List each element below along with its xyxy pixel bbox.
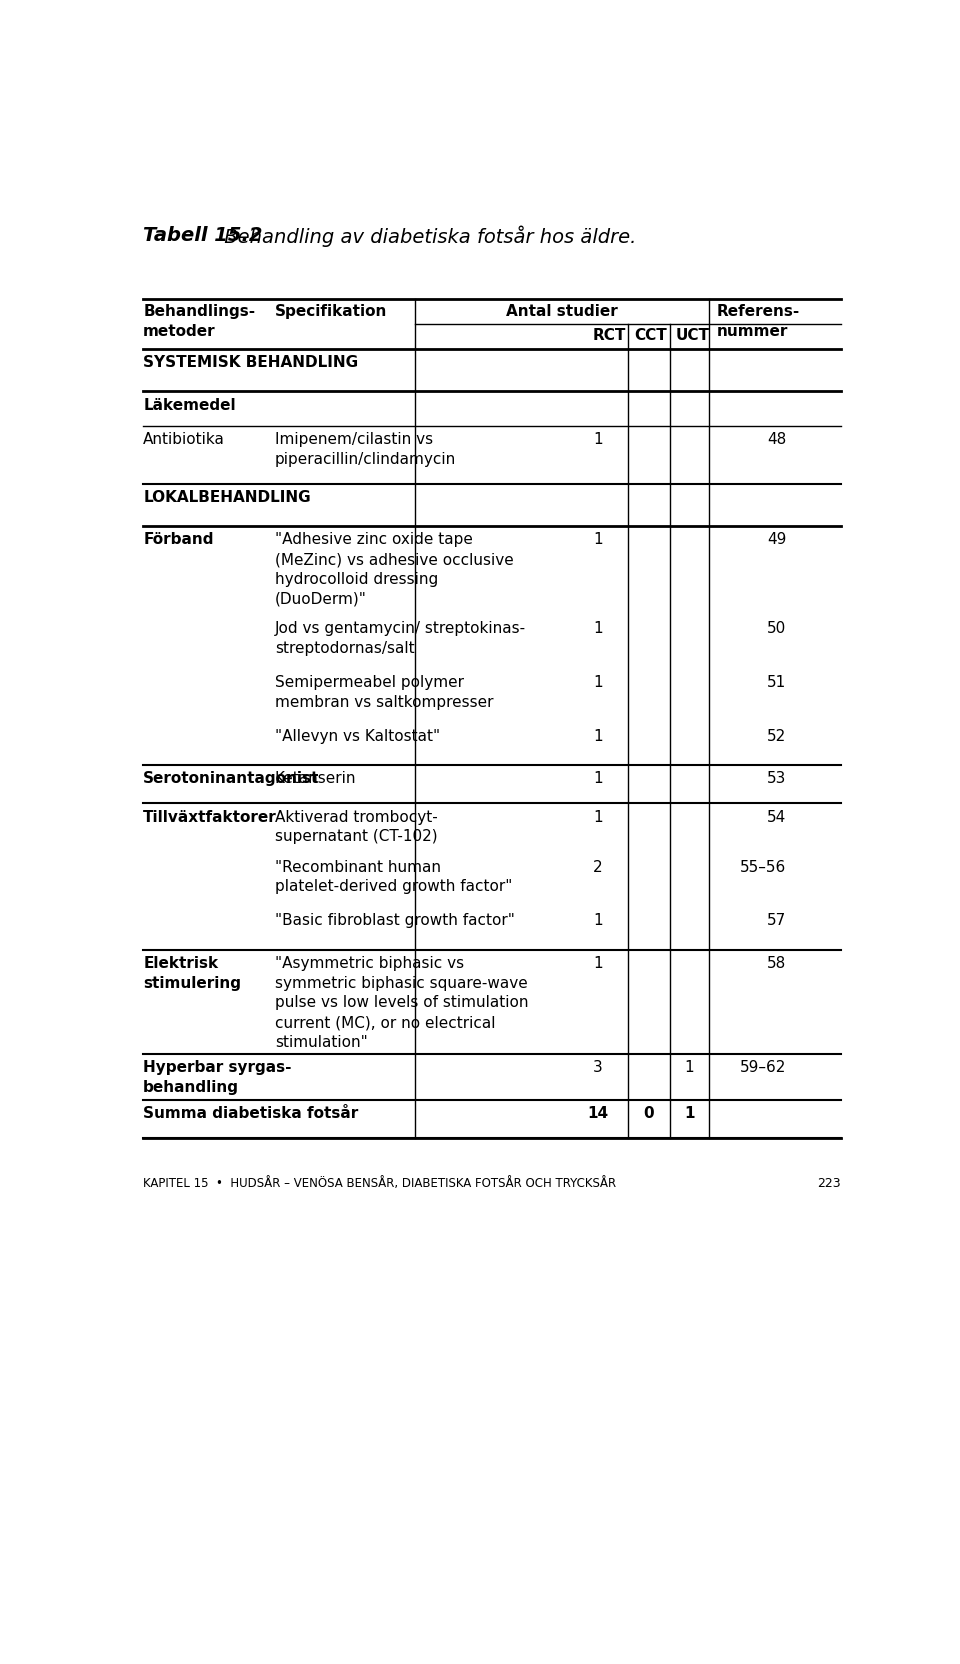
Text: Serotoninantagonist: Serotoninantagonist xyxy=(143,770,320,785)
Text: Förband: Förband xyxy=(143,532,214,547)
Text: 58: 58 xyxy=(767,955,786,970)
Text: 1: 1 xyxy=(593,433,603,448)
Text: 59–62: 59–62 xyxy=(740,1060,786,1075)
Text: 1: 1 xyxy=(593,676,603,691)
Text: 1: 1 xyxy=(593,621,603,636)
Text: 1: 1 xyxy=(593,532,603,547)
Text: Imipenem/cilastin vs
piperacillin/clindamycin: Imipenem/cilastin vs piperacillin/clinda… xyxy=(275,433,456,468)
Text: 0: 0 xyxy=(643,1107,654,1122)
Text: Specifikation: Specifikation xyxy=(275,305,388,319)
Text: 50: 50 xyxy=(767,621,786,636)
Text: Tabell 15.2: Tabell 15.2 xyxy=(143,226,263,245)
Text: Ketanserin: Ketanserin xyxy=(275,770,356,785)
Text: Tillväxtfaktorer: Tillväxtfaktorer xyxy=(143,809,277,825)
Text: 1: 1 xyxy=(593,914,603,929)
Text: RCT: RCT xyxy=(592,328,626,343)
Text: 55–56: 55–56 xyxy=(740,860,786,875)
Text: Antibiotika: Antibiotika xyxy=(143,433,226,448)
Text: Behandling av diabetiska fotsår hos äldre.: Behandling av diabetiska fotsår hos äldr… xyxy=(218,226,636,248)
Text: Summa diabetiska fotsår: Summa diabetiska fotsår xyxy=(143,1107,358,1122)
Text: Aktiverad trombocyt-
supernatant (CT-102): Aktiverad trombocyt- supernatant (CT-102… xyxy=(275,809,438,844)
Text: Behandlings-
metoder: Behandlings- metoder xyxy=(143,305,255,339)
Text: 52: 52 xyxy=(767,729,786,744)
Text: 49: 49 xyxy=(767,532,786,547)
Text: "Basic fibroblast growth factor": "Basic fibroblast growth factor" xyxy=(275,914,515,929)
Text: "Recombinant human
platelet-derived growth factor": "Recombinant human platelet-derived grow… xyxy=(275,860,513,894)
Text: 3: 3 xyxy=(593,1060,603,1075)
Text: CCT: CCT xyxy=(634,328,666,343)
Text: Elektrisk
stimulering: Elektrisk stimulering xyxy=(143,955,241,990)
Text: 53: 53 xyxy=(767,770,786,785)
Text: Referens-
nummer: Referens- nummer xyxy=(717,305,800,339)
Text: Jod vs gentamycin/ streptokinas-
streptodornas/salt: Jod vs gentamycin/ streptokinas- strepto… xyxy=(275,621,526,656)
Text: UCT: UCT xyxy=(676,328,709,343)
Text: "Adhesive zinc oxide tape
(MeZinc) vs adhesive occlusive
hydrocolloid dressing
(: "Adhesive zinc oxide tape (MeZinc) vs ad… xyxy=(275,532,514,607)
Text: "Asymmetric biphasic vs
symmetric biphasic square-wave
pulse vs low levels of st: "Asymmetric biphasic vs symmetric biphas… xyxy=(275,955,529,1050)
Text: 1: 1 xyxy=(593,809,603,825)
Text: 1: 1 xyxy=(684,1107,695,1122)
Text: LOKALBEHANDLING: LOKALBEHANDLING xyxy=(143,489,311,504)
Text: Semipermeabel polymer
membran vs saltkompresser: Semipermeabel polymer membran vs saltkom… xyxy=(275,676,493,709)
Text: Hyperbar syrgas-
behandling: Hyperbar syrgas- behandling xyxy=(143,1060,292,1095)
Text: 1: 1 xyxy=(593,955,603,970)
Text: 48: 48 xyxy=(767,433,786,448)
Text: 54: 54 xyxy=(767,809,786,825)
Text: 1: 1 xyxy=(593,729,603,744)
Text: KAPITEL 15  •  HUDSÅR – VENÖSA BENSÅR, DIABETISKA FOTSÅR OCH TRYCKSÅR: KAPITEL 15 • HUDSÅR – VENÖSA BENSÅR, DIA… xyxy=(143,1176,616,1190)
Text: 1: 1 xyxy=(684,1060,694,1075)
Text: SYSTEMISK BEHANDLING: SYSTEMISK BEHANDLING xyxy=(143,354,358,369)
Text: "Allevyn vs Kaltostat": "Allevyn vs Kaltostat" xyxy=(275,729,440,744)
Text: 14: 14 xyxy=(588,1107,609,1122)
Text: 57: 57 xyxy=(767,914,786,929)
Text: Läkemedel: Läkemedel xyxy=(143,398,236,413)
Text: 51: 51 xyxy=(767,676,786,691)
Text: 223: 223 xyxy=(817,1176,841,1190)
Text: Antal studier: Antal studier xyxy=(506,305,617,319)
Text: 1: 1 xyxy=(593,770,603,785)
Text: 2: 2 xyxy=(593,860,603,875)
